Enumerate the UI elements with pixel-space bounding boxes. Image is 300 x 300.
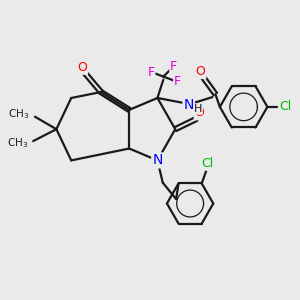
Text: O: O [196, 65, 206, 78]
Text: F: F [174, 75, 181, 88]
Text: H: H [194, 104, 202, 114]
Text: Cl: Cl [280, 100, 292, 113]
Text: O: O [195, 106, 205, 119]
Text: N: N [152, 153, 163, 167]
Text: F: F [170, 60, 177, 73]
Text: CH$_3$: CH$_3$ [8, 107, 30, 121]
Text: CH$_3$: CH$_3$ [7, 136, 28, 150]
Text: Cl: Cl [201, 157, 213, 170]
Text: F: F [147, 66, 155, 79]
Text: O: O [77, 61, 87, 74]
Text: N: N [184, 98, 194, 112]
